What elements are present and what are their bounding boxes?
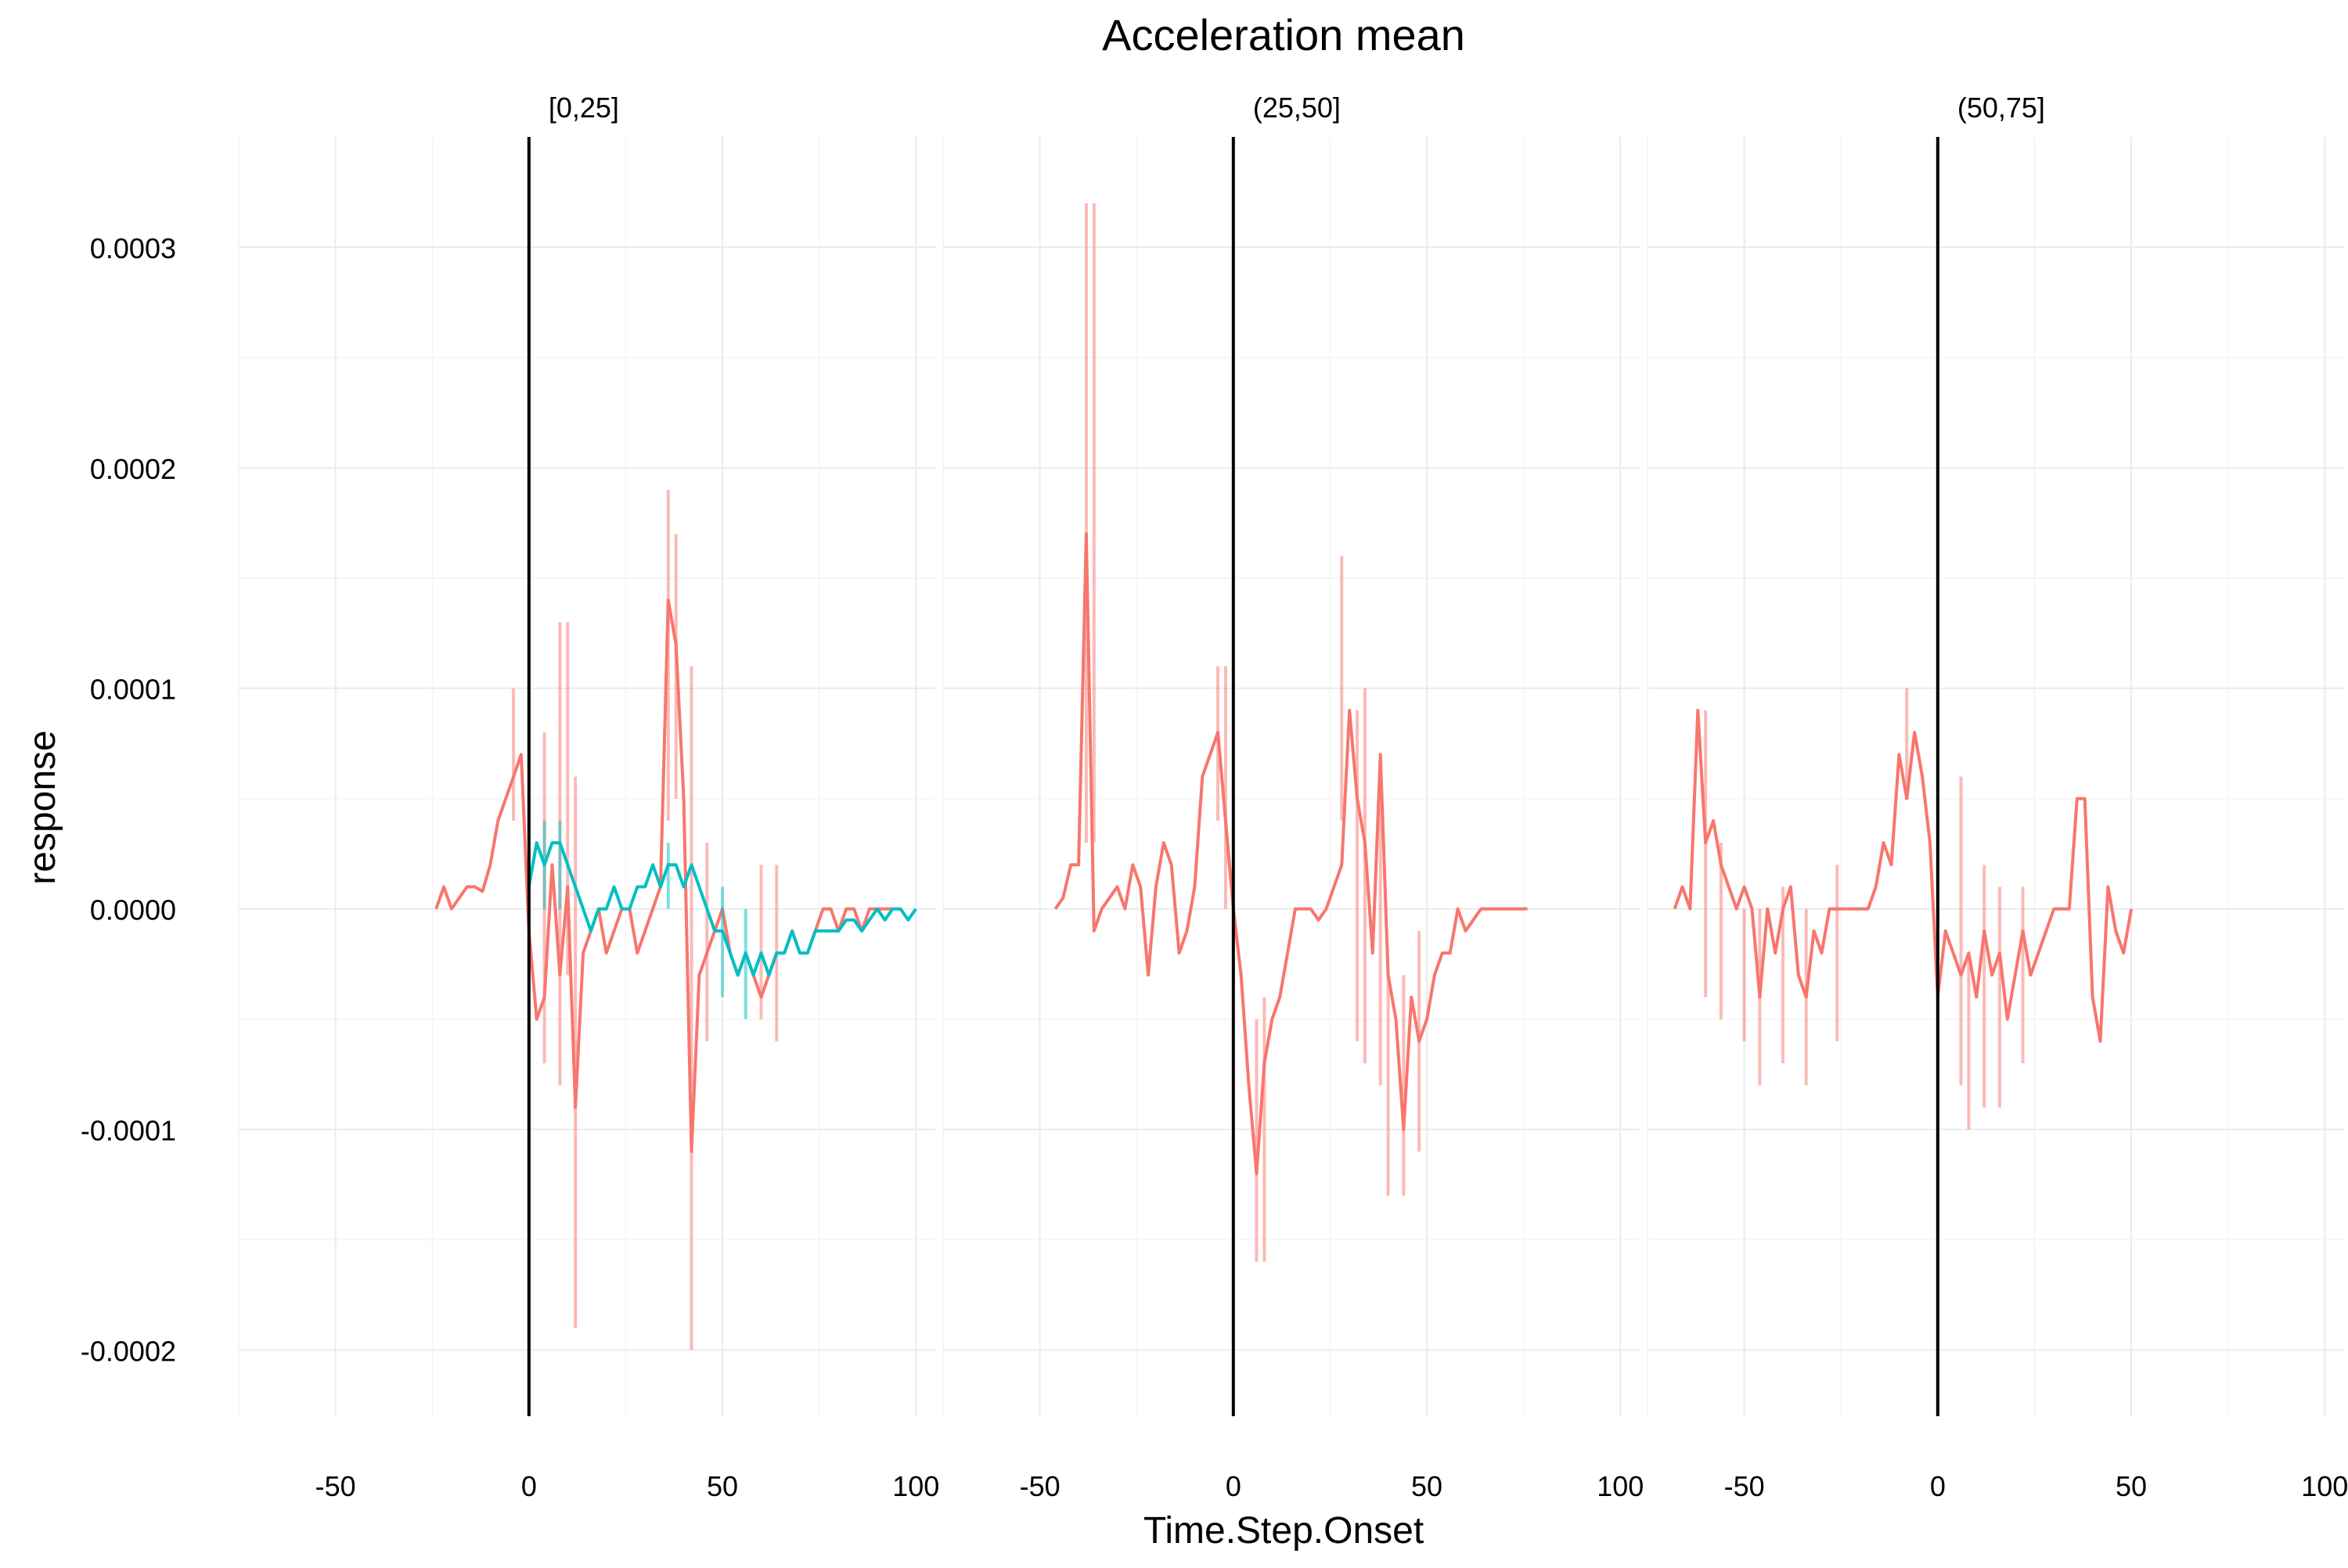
- x-tick-label: 100: [1597, 1470, 1644, 1502]
- x-tick-label: 0: [1226, 1470, 1241, 1502]
- y-tick-label: -0.0002: [81, 1335, 176, 1367]
- x-tick-label: -50: [1724, 1470, 1765, 1502]
- facet-label: (50,75]: [1957, 92, 2045, 124]
- x-tick-label: 50: [707, 1470, 738, 1502]
- x-tick-label: 100: [892, 1470, 939, 1502]
- facet-panel: [0,25] -50 0 50 100: [238, 92, 939, 1502]
- panels-layer: -0.0002 -0.0001 0.0000 0.0001 0.0002 0.0003 [0…: [81, 92, 2348, 1502]
- x-axis-label: Time.Step.Onset: [1143, 1510, 1424, 1552]
- series: [527, 820, 917, 1020]
- x-tick-label: 100: [2301, 1470, 2348, 1502]
- y-tick-label: 0.0000: [90, 894, 176, 926]
- y-tick-label: 0.0001: [90, 674, 176, 706]
- x-tick-label: -50: [315, 1470, 356, 1502]
- series-line: [434, 599, 893, 1153]
- series-line: [1053, 532, 1528, 1175]
- facet-panel: (25,50] -50 0 50 100: [942, 92, 1644, 1502]
- x-tick-label: 50: [1411, 1470, 1442, 1502]
- facet-label: (25,50]: [1253, 92, 1341, 124]
- series: [1053, 203, 1528, 1262]
- x-tick-label: -50: [1020, 1470, 1061, 1502]
- y-tick-label: 0.0002: [90, 453, 176, 485]
- series: [434, 490, 893, 1350]
- facet-panel: (50,75] -50 0 50 100: [1647, 92, 2348, 1502]
- series-line: [527, 841, 917, 977]
- chart-title: Acceleration mean: [1102, 10, 1465, 59]
- x-tick-label: 0: [1930, 1470, 1946, 1502]
- series-line: [1673, 708, 2134, 1043]
- facet-label: [0,25]: [549, 92, 619, 124]
- y-axis-label: response: [22, 730, 63, 884]
- x-tick-label: 50: [2116, 1470, 2147, 1502]
- x-tick-label: 0: [521, 1470, 537, 1502]
- y-tick-label: -0.0001: [81, 1115, 176, 1147]
- y-tick-label: 0.0003: [90, 232, 176, 264]
